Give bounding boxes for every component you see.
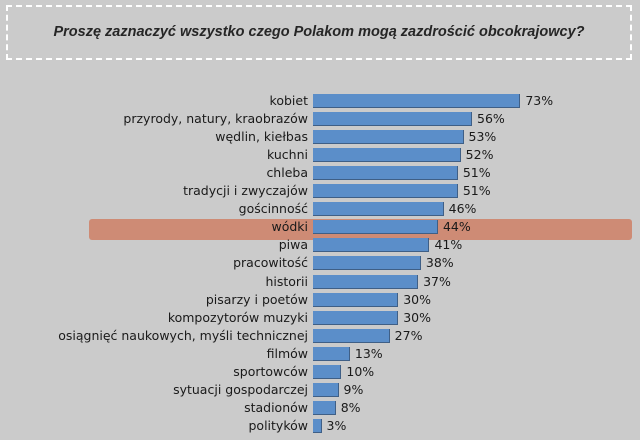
bar (313, 400, 336, 415)
category-label: sytuacji gospodarczej (173, 381, 308, 397)
category-label: chleba (266, 165, 308, 181)
category-label: wódki (271, 219, 308, 235)
bar-row: kobiet 73% (0, 93, 640, 111)
value-label: 51% (462, 183, 491, 199)
bar (313, 130, 464, 145)
value-label: 30% (403, 309, 431, 325)
category-label: sportowców (233, 363, 308, 379)
value-label: 41% (434, 237, 463, 253)
category-label: gościnność (238, 201, 308, 217)
bar (313, 418, 322, 433)
bar (313, 346, 350, 361)
value-label: 53% (468, 129, 497, 145)
bar-row: wódki 44% (0, 219, 640, 237)
category-label: przyrody, natury, kraobrazów (123, 111, 308, 127)
bar (313, 238, 430, 253)
category-label: historii (265, 273, 308, 289)
bar-row: osiągnięć naukowych, myśli technicznej 27… (0, 328, 640, 346)
value-label: 51% (462, 165, 491, 181)
bar (313, 364, 342, 379)
value-label: 27% (394, 327, 423, 343)
bar-row: sportowców 10% (0, 364, 640, 382)
bar (313, 328, 390, 343)
bar-row: pisarzy i poetów 30% (0, 292, 640, 310)
bar (313, 148, 461, 163)
value-label: 56% (477, 111, 505, 127)
value-label: 38% (425, 255, 454, 271)
category-label: pracowitość (233, 255, 308, 271)
bar-row: przyrody, natury, kraobrazów 56% (0, 111, 640, 129)
bar (313, 220, 438, 235)
category-label: wędlin, kiełbas (215, 129, 308, 145)
value-label: 10% (346, 363, 375, 379)
bar-row: filmów 13% (0, 346, 640, 364)
category-label: filmów (266, 345, 308, 361)
value-label: 8% (340, 399, 361, 415)
bar (313, 202, 444, 217)
category-label: polityków (248, 417, 309, 433)
value-label: 9% (343, 381, 364, 397)
title-box: Proszę zaznaczyć wszystko czego Polakom … (6, 5, 632, 60)
bar-row: polityków 3% (0, 418, 640, 436)
bar (313, 256, 421, 271)
value-label: 30% (403, 291, 431, 307)
category-label: osiągnięć naukowych, myśli technicznej (58, 327, 308, 343)
bar-row: kompozytorów muzyki 30% (0, 310, 640, 328)
value-label: 52% (465, 147, 494, 163)
bar-row: historii 37% (0, 274, 640, 292)
bar (313, 310, 399, 325)
bar (313, 94, 521, 108)
value-label: 13% (354, 345, 383, 361)
value-label: 73% (525, 93, 554, 108)
bar (313, 274, 419, 289)
bar-row: stadionów 8% (0, 400, 640, 418)
value-label: 44% (442, 219, 471, 235)
bar (313, 292, 399, 307)
category-label: kompozytorów muzyki (167, 309, 308, 325)
category-label: tradycji i zwyczajów (183, 183, 308, 199)
bar-row: piwa 41% (0, 237, 640, 255)
bar-row: pracowitość 38% (0, 255, 640, 273)
bar-row: tradycji i zwyczajów 51% (0, 183, 640, 201)
bar-row: sytuacji gospodarczej 9% (0, 382, 640, 400)
value-label: 3% (326, 417, 347, 433)
bar (313, 112, 473, 127)
chart-title: Proszę zaznaczyć wszystko czego Polakom … (53, 24, 585, 40)
value-label: 46% (448, 201, 477, 217)
value-label: 37% (423, 273, 451, 289)
bar-row: wędlin, kiełbas 53% (0, 129, 640, 147)
category-label: pisarzy i poetów (205, 291, 308, 307)
category-label: kuchni (267, 147, 308, 163)
bar (313, 166, 458, 181)
bar (313, 184, 458, 199)
category-label: stadionów (244, 399, 308, 415)
bar-row: kuchni 52% (0, 147, 640, 165)
bar (313, 382, 339, 397)
bar-row: chleba 51% (0, 165, 640, 183)
category-label: kobiet (269, 93, 308, 108)
category-label: piwa (278, 237, 308, 253)
bar-row: gościnność 46% (0, 201, 640, 219)
